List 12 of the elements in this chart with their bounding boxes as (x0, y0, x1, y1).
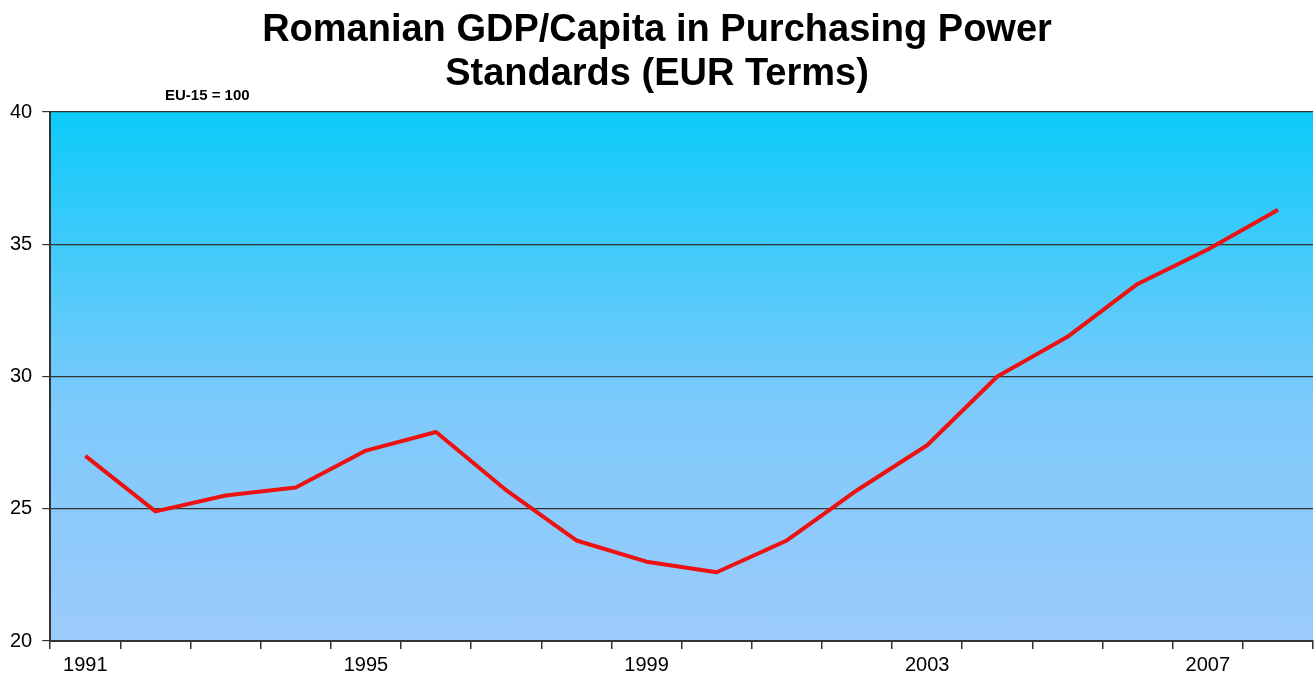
chart-subtitle: EU-15 = 100 (165, 86, 250, 103)
x-tick-label: 1995 (343, 652, 389, 675)
x-tick-label: 2007 (1185, 652, 1231, 675)
x-tick-label: 1999 (624, 652, 669, 675)
y-tick-label: 25 (10, 496, 33, 519)
y-tick-label: 20 (10, 628, 33, 651)
x-tick-label: 2003 (904, 652, 950, 675)
y-tick-label: 30 (10, 364, 33, 387)
y-tick-label: 35 (10, 231, 33, 254)
y-tick-label: 40 (10, 99, 33, 122)
chart-title: Romanian GDP/Capita in Purchasing Power Standards (EUR Terms) (262, 7, 1052, 93)
x-tick-label: 1991 (63, 652, 108, 675)
